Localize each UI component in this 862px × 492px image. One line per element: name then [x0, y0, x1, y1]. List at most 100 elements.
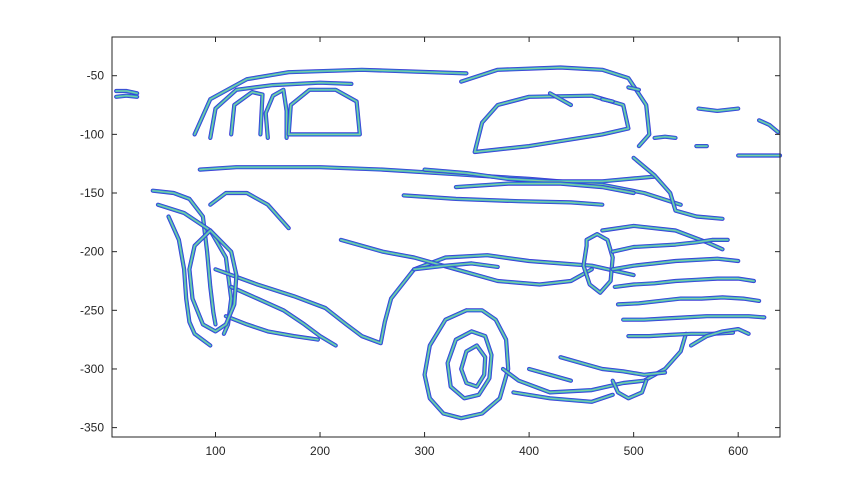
contour-series-22 — [422, 308, 511, 421]
contour-line-24-level-3 — [460, 344, 486, 388]
contour-line-38-level-3 — [559, 356, 666, 376]
contour-series-34 — [615, 295, 762, 307]
contour-line-40-level-3 — [115, 90, 138, 94]
contour-line-32-level-3 — [612, 258, 739, 270]
contour-line-35-level-3 — [622, 315, 765, 321]
contour-line-10-level-3 — [455, 183, 635, 194]
contour-line-1-level-3 — [194, 69, 467, 135]
contour-series-41 — [114, 93, 140, 99]
contour-series-31 — [610, 237, 730, 254]
contour-series-29 — [600, 223, 725, 252]
contour-series-18 — [187, 228, 239, 334]
contour-line-29-level-3 — [601, 225, 724, 250]
contour-line-26-level-3 — [612, 380, 647, 399]
x-tick-label-400: 400 — [519, 444, 539, 458]
contour-line-16-level-3 — [230, 286, 337, 347]
contour-series-10 — [453, 181, 636, 196]
contour-series-49 — [626, 85, 641, 92]
contour-line-15-level-3 — [214, 254, 635, 344]
contour-series-20 — [338, 237, 594, 287]
contour-line-34-level-3 — [617, 296, 760, 305]
y-tick-label--300: -300 — [80, 362, 104, 376]
contour-line-33-level-3 — [614, 278, 755, 288]
contour-series-44 — [757, 118, 780, 135]
contour-series-46 — [652, 134, 678, 140]
contour-series-48 — [600, 97, 615, 104]
contour-series-42 — [696, 106, 741, 113]
contour-line-27-level-3 — [512, 391, 614, 403]
contour-line-23-level-3 — [447, 330, 493, 399]
contour-line-2-level-3 — [209, 82, 352, 139]
contour-line-20-level-3 — [340, 239, 593, 286]
tick-layer: 100 200 300 400 500 600 -50 -100 -150 -200 -250 -30… — [80, 37, 780, 458]
contour-line-39-level-3 — [528, 368, 572, 382]
contour-series-40 — [114, 88, 140, 96]
y-tick-label--50: -50 — [87, 69, 105, 83]
y-tick-label--250: -250 — [80, 303, 104, 317]
contour-series-24 — [459, 343, 488, 389]
contour-line-49-level-3 — [627, 86, 640, 91]
contour-line-18-level-3 — [188, 229, 237, 332]
contour-line-28-level-3 — [582, 233, 614, 294]
contour-line-42-level-3 — [697, 108, 739, 112]
contour-series-3 — [263, 87, 289, 140]
contour-line-46-level-3 — [654, 136, 677, 139]
y-tick-label--150: -150 — [80, 186, 104, 200]
contour-series-28 — [581, 232, 615, 295]
contour-line-13-level-3 — [209, 192, 290, 229]
contour-series-32 — [610, 256, 741, 272]
y-tick-label--100: -100 — [80, 127, 104, 141]
contour-series-17 — [223, 314, 320, 342]
contour-line-48-level-3 — [601, 98, 614, 103]
y-tick-label--350: -350 — [80, 421, 104, 435]
contour-line-4-level-3 — [288, 89, 361, 135]
contour-series-16 — [229, 284, 338, 348]
contour-series-30 — [631, 155, 725, 221]
contour-series-37 — [689, 327, 751, 348]
x-tick-label-200: 200 — [310, 444, 330, 458]
contour-line-17-level-3 — [225, 315, 319, 341]
contour-series-39 — [527, 366, 573, 383]
contour-series-1 — [192, 67, 469, 137]
contour-series-layer — [114, 65, 783, 421]
contour-line-37-level-3 — [690, 328, 750, 347]
contour-series-5 — [229, 90, 265, 137]
contour-series-38 — [558, 355, 668, 377]
contour-series-35 — [621, 314, 767, 322]
contour-series-4 — [286, 87, 362, 137]
y-tick-label--200: -200 — [80, 245, 104, 259]
contour-line-31-level-3 — [612, 239, 729, 253]
contour-line-21-level-3 — [413, 262, 499, 270]
contour-series-26 — [610, 378, 649, 401]
contour-line-6-level-3 — [460, 66, 650, 147]
x-tick-label-300: 300 — [415, 444, 435, 458]
contour-series-23 — [445, 329, 494, 401]
contour-line-22-level-3 — [424, 309, 509, 419]
contour-line-41-level-3 — [115, 95, 138, 98]
x-tick-label-600: 600 — [728, 444, 748, 458]
contour-series-6 — [459, 65, 652, 149]
contour-line-9-level-3 — [424, 169, 656, 182]
contour-series-11 — [401, 193, 605, 207]
contour-series-15 — [213, 253, 636, 346]
contour-line-5-level-3 — [230, 91, 264, 135]
contour-series-45 — [547, 91, 573, 108]
x-tick-label-500: 500 — [624, 444, 644, 458]
contour-line-25-level-3 — [502, 333, 687, 393]
contour-line-30-level-3 — [633, 157, 724, 220]
contour-line-3-level-3 — [265, 89, 288, 139]
contour-series-25 — [500, 331, 688, 395]
contour-line-44-level-3 — [758, 119, 779, 133]
contour-series-21 — [412, 261, 500, 272]
contour-series-13 — [208, 190, 291, 231]
contour-line-45-level-3 — [549, 92, 572, 106]
contour-line-11-level-3 — [403, 194, 603, 206]
contour-series-19 — [166, 214, 213, 348]
contour-series-33 — [612, 276, 756, 289]
plot-frame — [111, 36, 781, 438]
x-tick-label-100: 100 — [205, 444, 225, 458]
contour-series-9 — [422, 167, 657, 184]
contour-line-19-level-3 — [167, 215, 211, 347]
contour-series-27 — [511, 390, 615, 404]
